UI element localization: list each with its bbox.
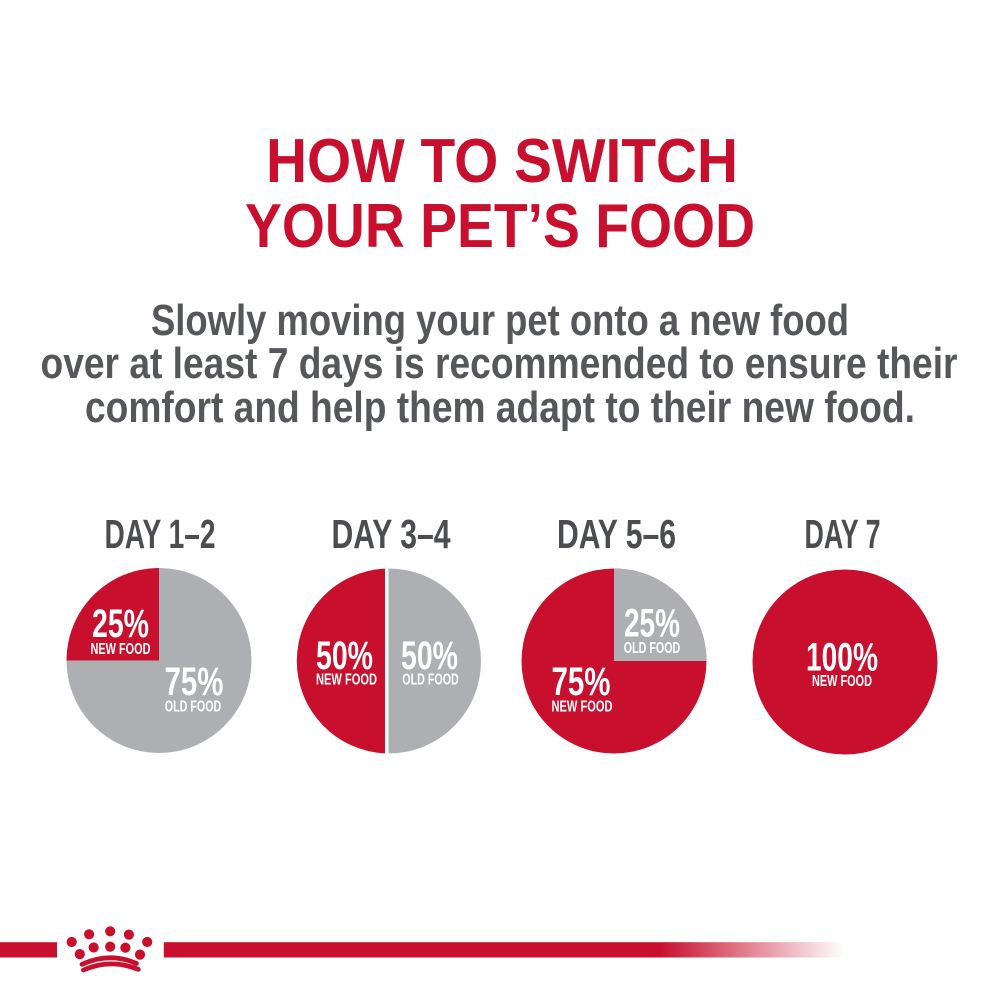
svg-text:50%: 50% [316, 634, 373, 678]
svg-text:NEW FOOD: NEW FOOD [316, 672, 377, 689]
svg-text:HOW TO SWITCH: HOW TO SWITCH [266, 127, 738, 196]
svg-text:DAY 7: DAY 7 [805, 511, 881, 557]
svg-text:OLD FOOD: OLD FOOD [402, 672, 459, 689]
svg-text:YOUR PET’S FOOD: YOUR PET’S FOOD [245, 192, 755, 261]
svg-text:NEW FOOD: NEW FOOD [91, 641, 151, 658]
svg-text:DAY 3–4: DAY 3–4 [332, 511, 451, 557]
svg-text:OLD FOOD: OLD FOOD [624, 640, 681, 657]
svg-text:75%: 75% [552, 660, 611, 704]
svg-text:NEW FOOD: NEW FOOD [552, 699, 613, 716]
svg-text:75%: 75% [165, 660, 224, 704]
svg-text:NEW FOOD: NEW FOOD [812, 673, 872, 690]
svg-text:DAY 1–2: DAY 1–2 [105, 511, 216, 557]
svg-text:25%: 25% [92, 602, 149, 646]
svg-text:comfort and help them adapt to: comfort and help them adapt to their new… [85, 384, 915, 432]
svg-text:25%: 25% [624, 602, 680, 646]
svg-text:OLD FOOD: OLD FOOD [165, 699, 222, 716]
svg-text:50%: 50% [401, 634, 458, 678]
svg-text:DAY 5–6: DAY 5–6 [557, 511, 676, 557]
svg-text:Slowly moving your pet onto a: Slowly moving your pet onto a new food [151, 297, 849, 345]
svg-text:100%: 100% [806, 636, 878, 680]
svg-text:over at least 7 days is recomm: over at least 7 days is recommended to e… [41, 340, 958, 388]
